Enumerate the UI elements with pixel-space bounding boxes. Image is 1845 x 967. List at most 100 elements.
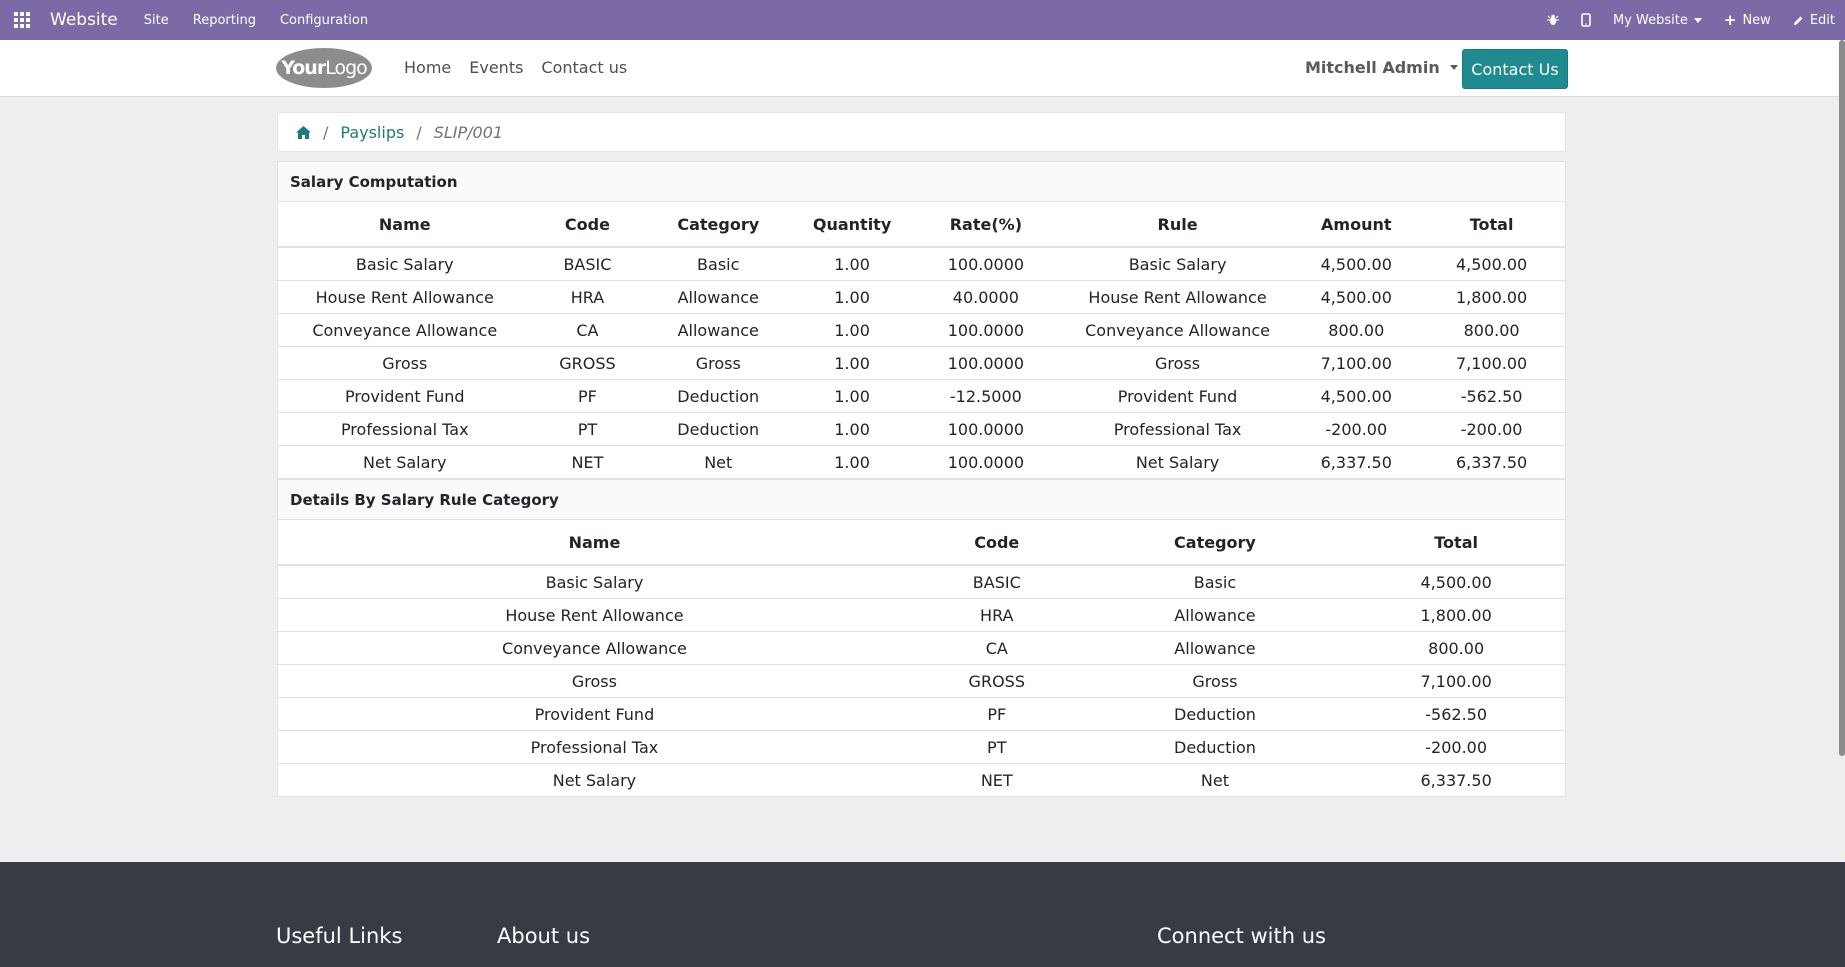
table-cell: Deduction — [1082, 730, 1348, 764]
table-cell: 1.00 — [793, 280, 911, 314]
page-scrollbar[interactable] — [1839, 40, 1845, 756]
table-cell: Gross — [278, 664, 911, 698]
table-row: Basic Salary BASIC Basic 1.00 100.0000 Basic … — [278, 247, 1565, 281]
table-cell: BASIC — [972, 572, 1021, 592]
table-cell: Net — [643, 445, 794, 478]
breadcrumb-payslips[interactable]: Payslips — [340, 122, 405, 142]
table-row: Gross GROSS Gross 7,100.00 — [278, 664, 1565, 698]
table-cell: HRA — [910, 598, 1083, 632]
table-row: Professional Tax PT Deduction 1.00 100.0000 P… — [278, 412, 1565, 446]
menu-reporting[interactable]: Reporting — [192, 12, 256, 28]
table-cell: Basic Salary — [1128, 254, 1227, 274]
table-cell: NET — [910, 763, 1083, 796]
table-cell: Gross — [1082, 664, 1348, 698]
app-brand[interactable]: Website — [50, 10, 118, 30]
table-cell: House Rent Allowance — [1060, 280, 1295, 314]
table-row: Net Salary NET Net 6,337.50 — [278, 763, 1565, 796]
table-cell: -562.50 — [1418, 379, 1565, 413]
table-cell: Deduction — [643, 412, 794, 446]
salary-computation-title: Salary Computation — [278, 162, 1565, 202]
site-header: Your Logo Home Events Contact us Mitchell… — [0, 40, 1845, 97]
table-cell: 1.00 — [793, 412, 911, 446]
site-logo[interactable]: Your Logo — [276, 48, 372, 88]
table-cell: Allowance — [1082, 631, 1348, 665]
table-row: Net Salary NET Net 1.00 100.0000 Net Salary 6,… — [278, 445, 1565, 478]
table-cell: 1.00 — [793, 346, 911, 380]
menu-site[interactable]: Site — [143, 12, 169, 28]
edit-button[interactable]: Edit — [1793, 13, 1835, 28]
table-cell: Professional Tax — [278, 730, 911, 764]
nav-contact-us[interactable]: Contact us — [541, 58, 628, 77]
user-name: Mitchell Admin — [1305, 58, 1440, 77]
home-icon[interactable] — [296, 125, 311, 139]
table-cell: Net Salary — [278, 763, 911, 796]
salary-computation-card: Salary Computation Name Code Category Quant… — [277, 161, 1566, 479]
column-header: Total — [1418, 202, 1565, 248]
chevron-down-icon — [1449, 65, 1458, 70]
table-cell: Conveyance Allowance — [278, 631, 911, 665]
table-cell: 100.0000 — [911, 313, 1061, 347]
table-cell: PT — [910, 730, 1083, 764]
table-cell: 1,800.00 — [1418, 280, 1565, 314]
table-cell: 100.0000 — [911, 445, 1061, 478]
table-cell: Basic Salary — [355, 254, 454, 274]
website-selector[interactable]: My Website — [1613, 13, 1702, 28]
column-header: Total — [1347, 520, 1565, 566]
table-cell: PF — [531, 379, 644, 413]
table-cell: 4,500.00 — [1320, 254, 1392, 274]
admin-topbar: Website Site Reporting Configuration My … — [0, 0, 1845, 40]
apps-menu-icon[interactable] — [14, 12, 36, 28]
user-menu[interactable]: Mitchell Admin — [1305, 58, 1458, 77]
plus-icon: + — [1723, 11, 1737, 29]
table-cell: 7,100.00 — [1294, 346, 1419, 380]
logo-text-light: Logo — [325, 57, 368, 79]
details-by-category-table: Name Code Category Total Basic Salary BASIC B… — [278, 520, 1565, 796]
column-header: Rate(%) — [911, 202, 1061, 248]
footer-useful-links-heading: Useful Links — [276, 924, 403, 948]
column-header: Amount — [1294, 202, 1419, 248]
table-cell: -200.00 — [1294, 412, 1419, 446]
table-cell: 1.00 — [793, 379, 911, 413]
table-cell: GROSS — [531, 346, 644, 380]
breadcrumb: / Payslips / SLIP/001 — [277, 112, 1566, 152]
table-cell: Basic Salary — [545, 572, 644, 592]
debug-bug-icon[interactable] — [1547, 14, 1559, 26]
table-cell: 6,337.50 — [1347, 763, 1565, 796]
mobile-preview-icon[interactable] — [1581, 13, 1591, 27]
table-cell: 100.0000 — [911, 346, 1061, 380]
table-cell: 6,337.50 — [1418, 445, 1565, 478]
table-row: Gross GROSS Gross 1.00 100.0000 Gross 7,100.00… — [278, 346, 1565, 380]
table-row: House Rent Allowance HRA Allowance 1.00 40.0… — [278, 280, 1565, 314]
table-row: Provident Fund PF Deduction -562.50 — [278, 697, 1565, 731]
table-cell: BASIC — [563, 254, 612, 274]
table-cell: Professional Tax — [1060, 412, 1295, 446]
nav-home[interactable]: Home — [404, 58, 452, 77]
table-cell: Net Salary — [1060, 445, 1295, 478]
table-cell: Conveyance Allowance — [278, 313, 532, 347]
table-cell: 7,100.00 — [1418, 346, 1565, 380]
new-button[interactable]: + New — [1724, 11, 1771, 29]
table-cell: -200.00 — [1418, 412, 1565, 446]
table-cell: Professional Tax — [278, 412, 532, 446]
table-row: Conveyance Allowance CA Allowance 1.00 100.0… — [278, 313, 1565, 347]
table-cell: Deduction — [1082, 697, 1348, 731]
table-cell: HRA — [531, 280, 644, 314]
menu-configuration[interactable]: Configuration — [279, 12, 369, 28]
pencil-icon — [1793, 16, 1803, 25]
contact-us-button[interactable]: Contact Us — [1462, 49, 1568, 89]
column-header: Category — [1082, 520, 1348, 566]
table-row: Professional Tax PT Deduction -200.00 — [278, 730, 1565, 764]
salary-computation-table: Name Code Category Quantity Rate(%) Rule Amoun… — [278, 202, 1565, 478]
table-cell: PF — [910, 697, 1083, 731]
table-cell: 800.00 — [1347, 631, 1565, 665]
table-cell: PT — [531, 412, 644, 446]
table-cell: 800.00 — [1294, 313, 1419, 347]
nav-events[interactable]: Events — [469, 58, 524, 77]
footer-connect-heading: Connect with us — [1157, 924, 1326, 948]
chevron-down-icon — [1693, 17, 1702, 23]
table-cell: Allowance — [643, 313, 794, 347]
table-cell: 1,800.00 — [1347, 598, 1565, 632]
table-cell: 40.0000 — [911, 280, 1061, 314]
table-cell: Allowance — [1082, 598, 1348, 632]
edit-label: Edit — [1809, 12, 1835, 28]
